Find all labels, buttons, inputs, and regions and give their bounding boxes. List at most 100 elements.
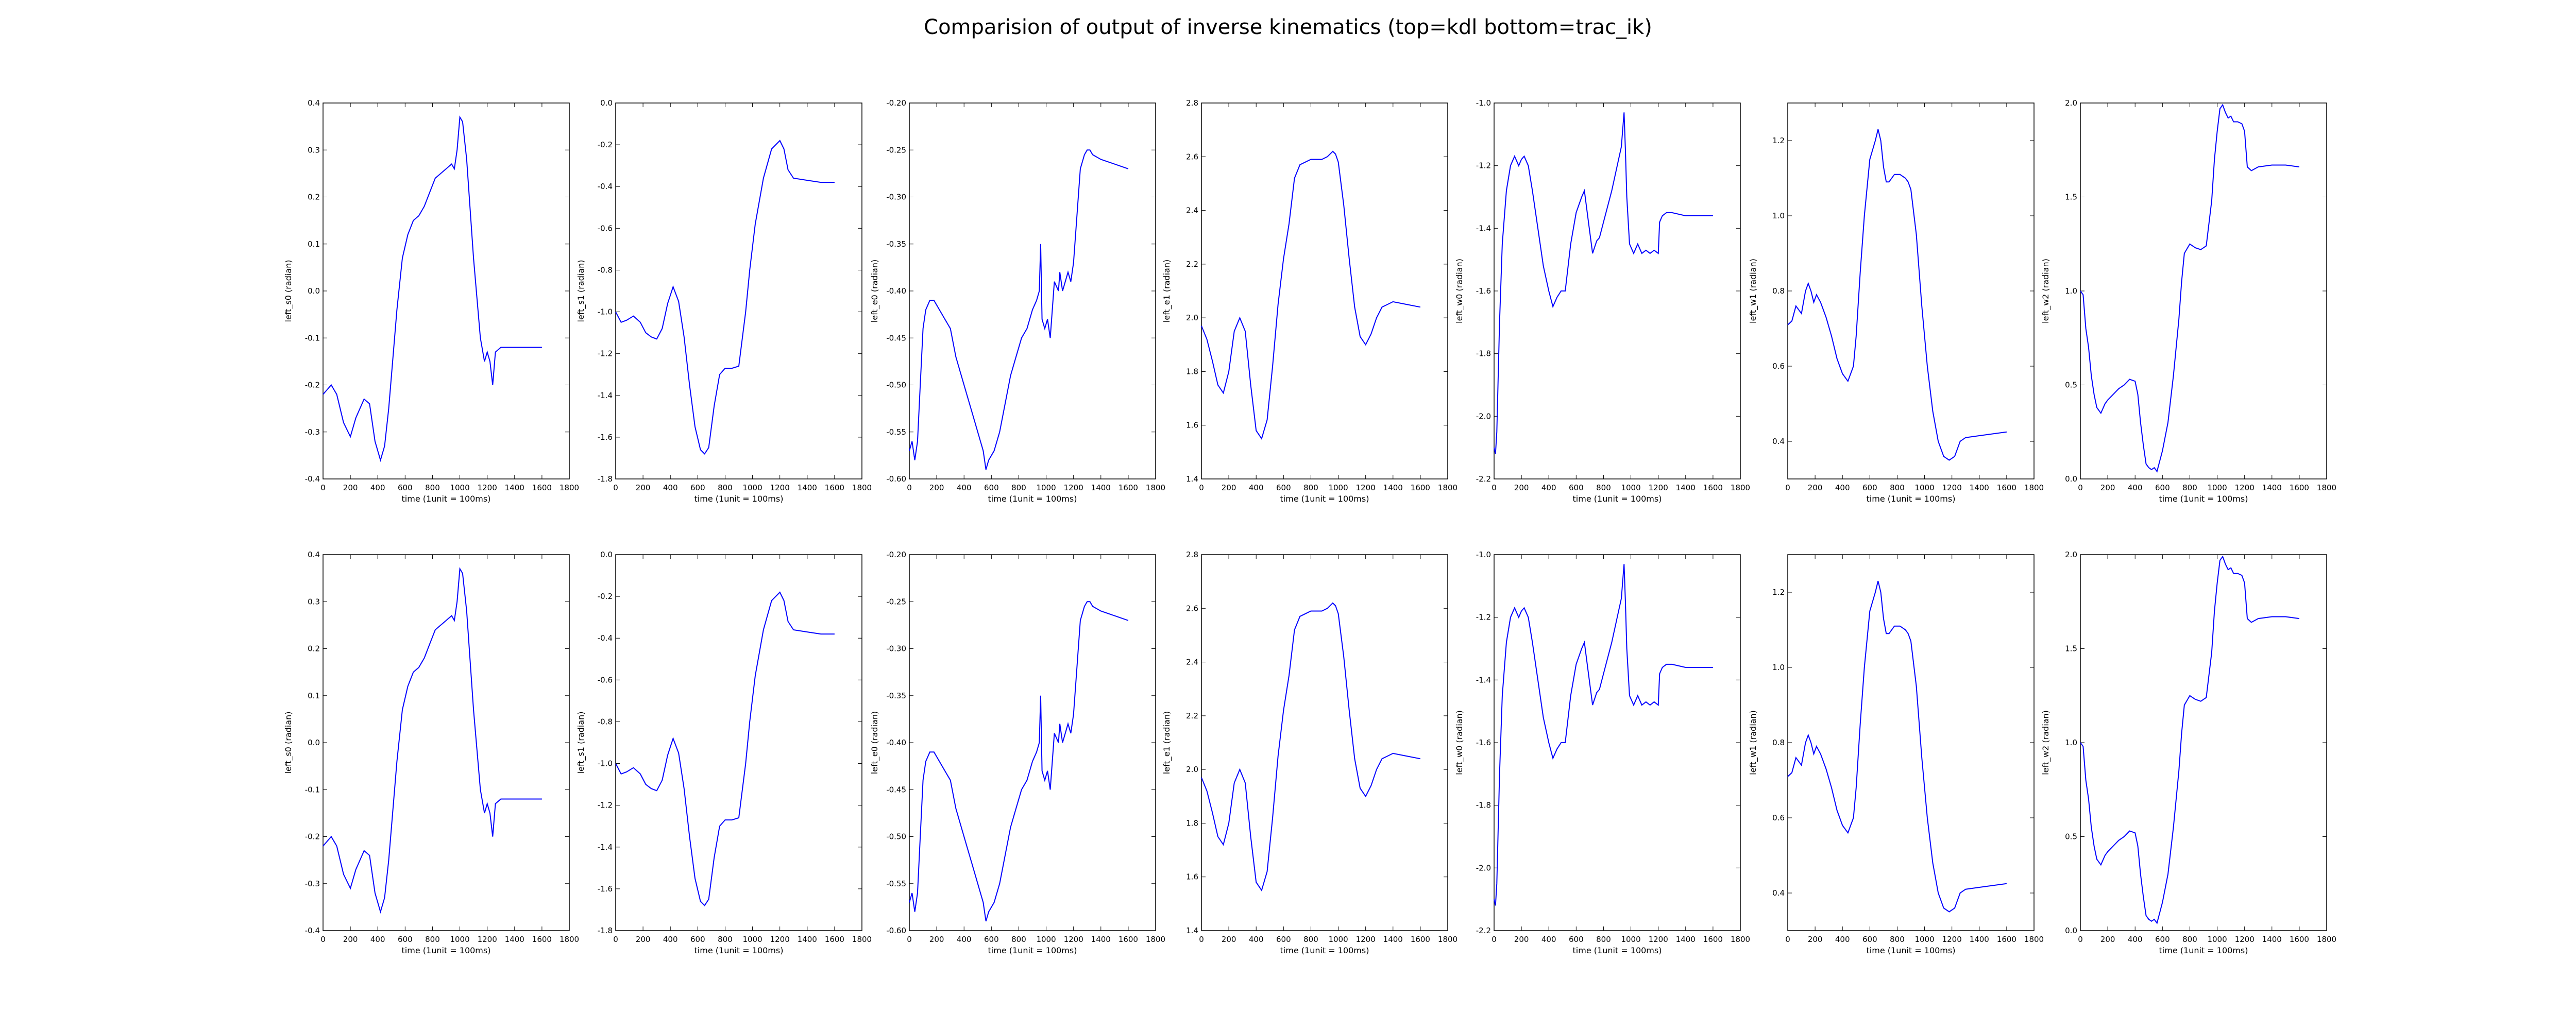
y-tick-label: -0.3 [305, 427, 320, 437]
axes-frame [2080, 554, 2327, 931]
x-tick-label: 800 [1596, 935, 1611, 944]
x-tick-label: 1000 [1036, 483, 1056, 492]
y-tick-label: -1.6 [1476, 286, 1491, 296]
y-tick-label: -1.0 [1476, 98, 1491, 108]
y-tick-label: -0.20 [886, 98, 906, 108]
y-tick-label: -0.40 [886, 738, 906, 747]
x-tick-label: 200 [343, 935, 358, 944]
x-tick-label: 800 [425, 483, 440, 492]
x-tick-label: 1800 [1146, 935, 1165, 944]
x-tick-label: 1200 [770, 935, 790, 944]
x-tick-label: 200 [1514, 935, 1529, 944]
y-tick-label: -0.30 [886, 644, 906, 654]
y-tick-label: 2.2 [1186, 711, 1198, 720]
x-tick-label: 0 [613, 935, 618, 944]
x-tick-label: 600 [1569, 935, 1584, 944]
y-tick-label: -0.50 [886, 832, 906, 842]
y-tick-label: -0.55 [886, 879, 906, 888]
x-tick-label: 400 [957, 483, 972, 492]
y-tick-label: 1.5 [2065, 644, 2077, 654]
x-tick-label: 200 [1514, 483, 1529, 492]
y-tick-label: 0.4 [308, 98, 320, 108]
subplot-top-left_e0: 0 200 400 600 800 1000 1200 1400 1600 1800 -0.60 -0… [870, 98, 1165, 504]
y-axis-label: left_w2 (radian) [2041, 259, 2051, 323]
x-tick-label: 1600 [1703, 935, 1723, 944]
series-line [615, 591, 835, 906]
y-tick-label: -0.1 [305, 785, 320, 794]
x-axis-label: time (1unit = 100ms) [1573, 494, 1662, 504]
x-tick-label: 1800 [560, 935, 579, 944]
x-tick-label: 1400 [505, 483, 524, 492]
x-tick-label: 0 [2078, 483, 2083, 492]
axes-frame [323, 554, 570, 931]
y-tick-label: -0.55 [886, 427, 906, 437]
axes-frame [1787, 102, 2035, 479]
x-tick-label: 1200 [770, 483, 790, 492]
y-tick-label: 0.0 [308, 738, 320, 747]
series-line [323, 115, 542, 462]
y-tick-label: 0.4 [1772, 437, 1785, 446]
x-tick-label: 1000 [1328, 483, 1348, 492]
y-tick-label: 1.8 [1186, 818, 1198, 828]
x-tick-label: 600 [2155, 935, 2170, 944]
y-tick-label: -0.8 [598, 265, 613, 274]
y-axis-label: left_e0 (radian) [870, 260, 880, 322]
series-line [1787, 129, 2007, 461]
x-tick-label: 600 [984, 483, 999, 492]
subplot-bottom-left_w0: 0 200 400 600 800 1000 1200 1400 1600 1800 -2.2 -2.… [1454, 550, 1750, 955]
x-tick-label: 1200 [2235, 483, 2255, 492]
x-tick-label: 1600 [1411, 483, 1430, 492]
x-axis-label: time (1unit = 100ms) [1867, 946, 1956, 955]
x-tick-label: 1200 [478, 483, 497, 492]
x-axis-label: time (1unit = 100ms) [402, 946, 491, 955]
x-tick-label: 400 [663, 483, 678, 492]
x-tick-label: 1400 [1091, 483, 1111, 492]
x-tick-label: 1400 [1383, 935, 1403, 944]
y-tick-label: -0.25 [886, 597, 906, 606]
y-tick-label: 1.8 [1186, 367, 1198, 376]
x-tick-label: 1000 [2207, 935, 2227, 944]
x-tick-label: 1600 [1997, 483, 2016, 492]
x-tick-label: 800 [1303, 483, 1318, 492]
subplot-bottom-left_s1: 0 200 400 600 800 1000 1200 1400 1600 1800 -1.8 -1.… [576, 550, 872, 955]
y-tick-label: -0.2 [598, 592, 613, 601]
x-axis-label: time (1unit = 100ms) [402, 494, 491, 504]
y-axis-label: left_e0 (radian) [870, 711, 880, 774]
x-tick-label: 600 [1862, 483, 1877, 492]
x-tick-label: 200 [343, 483, 358, 492]
y-tick-label: 1.4 [1186, 926, 1198, 935]
y-tick-label: -2.0 [1476, 411, 1491, 421]
y-tick-label: 0.2 [308, 193, 320, 202]
y-axis-label: left_w1 (radian) [1748, 259, 1758, 323]
y-tick-label: -1.4 [1476, 675, 1491, 684]
y-tick-label: -1.8 [1476, 801, 1491, 810]
series-line [2080, 104, 2300, 473]
x-tick-label: 1800 [1731, 935, 1750, 944]
subplot-top-left_w1: 0 200 400 600 800 1000 1200 1400 1600 1800 0.4 0.6 0… [1748, 102, 2044, 504]
x-tick-label: 400 [1835, 483, 1850, 492]
y-tick-label: -0.4 [305, 926, 320, 935]
y-tick-label: -1.6 [1476, 738, 1491, 747]
x-tick-label: 1000 [1036, 935, 1056, 944]
y-tick-label: -1.0 [1476, 550, 1491, 559]
x-tick-label: 1200 [2235, 935, 2255, 944]
x-tick-label: 200 [1808, 935, 1823, 944]
x-tick-label: 1400 [1383, 483, 1403, 492]
x-tick-label: 1800 [1438, 935, 1458, 944]
x-tick-label: 1800 [560, 483, 579, 492]
x-tick-label: 1600 [825, 483, 844, 492]
x-tick-label: 600 [398, 935, 413, 944]
x-tick-label: 1800 [1146, 483, 1165, 492]
y-tick-label: 1.2 [1772, 588, 1785, 597]
x-tick-label: 1400 [505, 935, 524, 944]
y-tick-label: 2.0 [2065, 550, 2077, 559]
x-tick-label: 1200 [478, 935, 497, 944]
x-tick-label: 800 [1011, 935, 1026, 944]
x-tick-label: 1000 [1621, 935, 1640, 944]
x-tick-label: 600 [690, 935, 705, 944]
y-tick-label: 0.2 [308, 644, 320, 654]
y-axis-label: left_w0 (radian) [1454, 259, 1465, 323]
y-tick-label: 2.6 [1186, 152, 1198, 161]
y-tick-label: 1.6 [1186, 421, 1198, 430]
x-tick-label: 1000 [2207, 483, 2227, 492]
